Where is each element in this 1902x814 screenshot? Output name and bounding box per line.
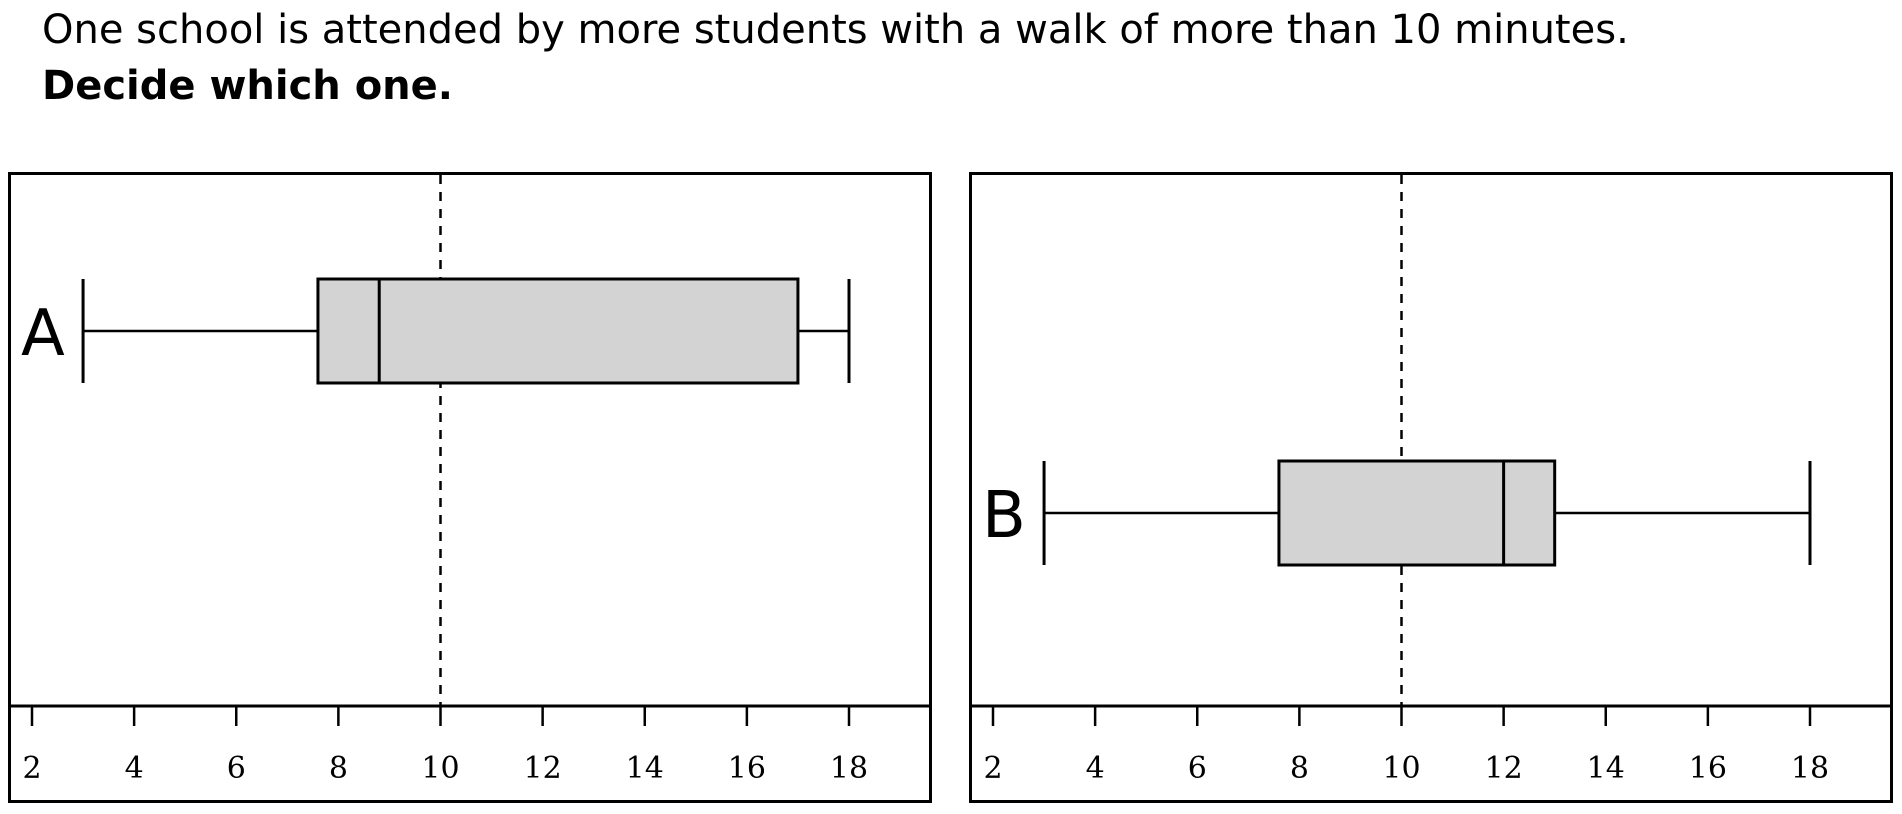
x-tick-label-a-10: 10 [421,751,459,786]
boxplot-panel-a: 2 4 6 8 10 12 14 16 18 A [8,172,932,803]
x-tick-label-a-16: 16 [728,751,766,786]
x-tick-label-b-6: 6 [1188,751,1207,786]
boxplot-label-b: B [982,479,1026,553]
x-tick-label-b-14: 14 [1587,751,1625,786]
x-tick-label-b-8: 8 [1290,751,1309,786]
question-instruction: Decide which one. [42,63,453,109]
boxplot-b-svg: 2 4 6 8 10 12 14 16 18 B [972,175,1890,786]
x-tick-label-a-4: 4 [125,751,144,786]
boxplot-panel-b: 2 4 6 8 10 12 14 16 18 B [969,172,1893,803]
iqr-box-b [1277,459,1557,567]
x-tick-label-a-18: 18 [830,751,868,786]
x-tick-label-b-10: 10 [1382,751,1420,786]
x-tick-label-a-12: 12 [524,751,562,786]
x-tick-label-b-18: 18 [1791,751,1829,786]
x-tick-label-a-2: 2 [22,751,41,786]
x-tick-label-b-16: 16 [1689,751,1727,786]
question-text: One school is attended by more students … [42,0,1882,114]
question-prompt: One school is attended by more students … [42,7,1629,53]
x-tick-label-a-6: 6 [227,751,246,786]
x-tick-label-a-14: 14 [626,751,664,786]
x-tick-label-b-2: 2 [983,751,1002,786]
iqr-box-a [316,277,800,385]
boxplot-a-svg: 2 4 6 8 10 12 14 16 18 A [11,175,929,786]
x-tick-label-b-12: 12 [1485,751,1523,786]
x-tick-label-a-8: 8 [329,751,348,786]
x-tick-label-b-4: 4 [1086,751,1105,786]
boxplot-label-a: A [21,297,65,371]
